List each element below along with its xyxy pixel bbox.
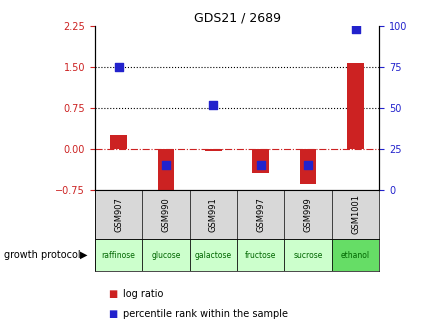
Point <box>351 27 358 32</box>
Text: GSM990: GSM990 <box>161 197 170 232</box>
Point <box>162 163 169 168</box>
Text: ■: ■ <box>108 309 117 319</box>
Point <box>304 163 311 168</box>
Text: log ratio: log ratio <box>123 289 163 299</box>
Text: GSM991: GSM991 <box>209 197 217 232</box>
Text: GSM997: GSM997 <box>256 197 264 232</box>
Text: raffinose: raffinose <box>101 250 135 260</box>
Point <box>209 102 216 107</box>
Text: galactose: galactose <box>194 250 231 260</box>
Bar <box>110 135 126 149</box>
Bar <box>299 149 316 184</box>
Text: glucose: glucose <box>151 250 180 260</box>
Bar <box>157 149 174 190</box>
Bar <box>237 239 284 271</box>
Bar <box>189 239 236 271</box>
Text: ethanol: ethanol <box>340 250 369 260</box>
Text: GSM1001: GSM1001 <box>350 194 359 234</box>
Bar <box>347 63 363 149</box>
Text: GSM999: GSM999 <box>303 197 312 232</box>
Bar <box>284 239 331 271</box>
Bar <box>252 149 268 173</box>
Point <box>115 64 122 70</box>
Text: ■: ■ <box>108 289 117 299</box>
Bar <box>142 239 189 271</box>
Bar <box>331 239 378 271</box>
Text: growth protocol: growth protocol <box>4 250 81 260</box>
Text: GSM907: GSM907 <box>114 197 123 232</box>
Bar <box>95 239 142 271</box>
Text: percentile rank within the sample: percentile rank within the sample <box>123 309 287 319</box>
Point <box>257 163 264 168</box>
Text: fructose: fructose <box>245 250 276 260</box>
Text: ▶: ▶ <box>80 250 88 260</box>
Text: sucrose: sucrose <box>293 250 322 260</box>
Title: GDS21 / 2689: GDS21 / 2689 <box>193 12 280 25</box>
Bar <box>205 149 221 151</box>
